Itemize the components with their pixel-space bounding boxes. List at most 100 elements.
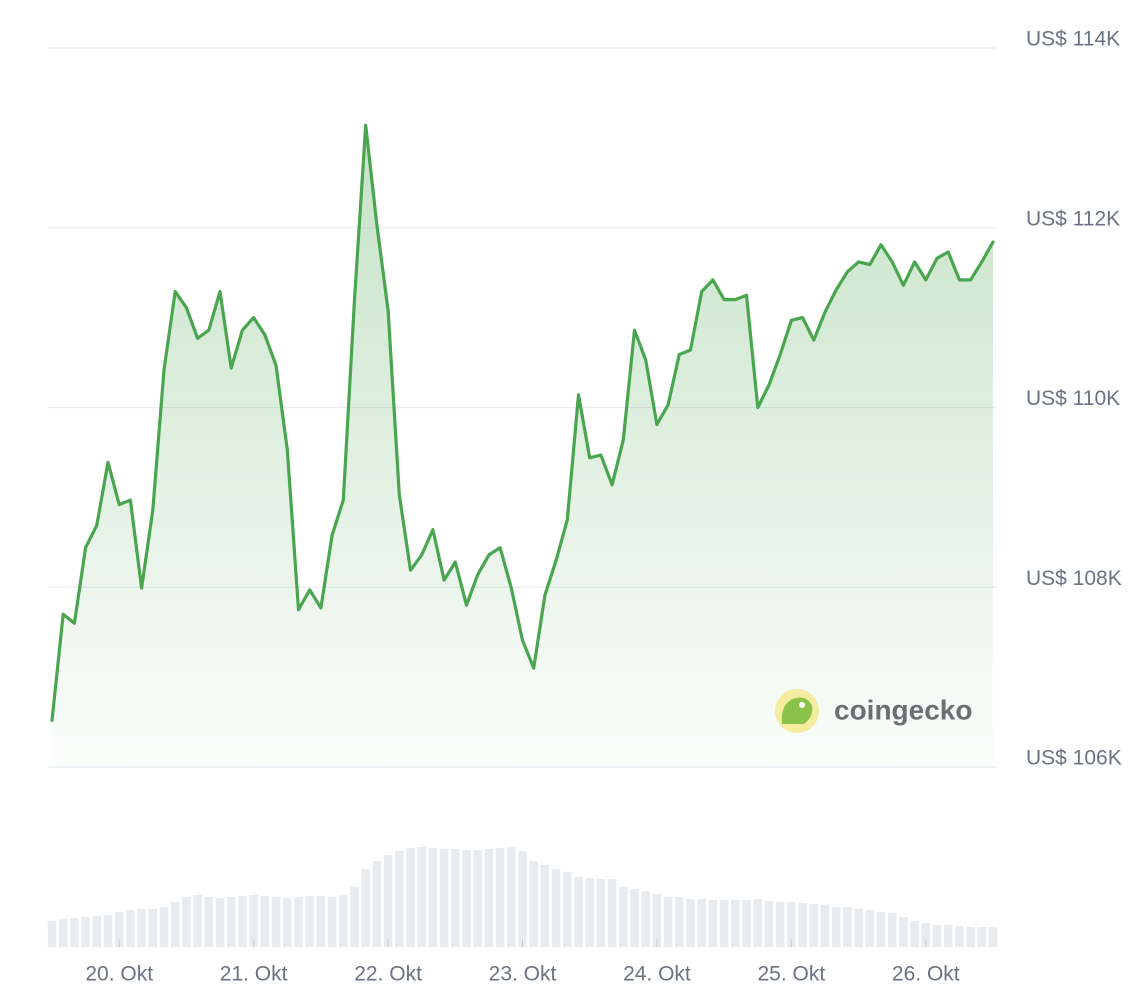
volume-bar <box>182 897 191 947</box>
volume-bar <box>619 887 628 947</box>
volume-bar <box>238 896 247 947</box>
volume-bar <box>484 849 494 947</box>
volume-bar <box>226 897 236 947</box>
volume-bar <box>58 919 68 947</box>
volume-bar <box>439 849 449 947</box>
volume-bar <box>921 923 931 947</box>
volume-bar <box>271 897 281 947</box>
volume-bar <box>630 889 639 947</box>
volume-bar <box>955 926 964 947</box>
volume-bar <box>215 898 225 947</box>
volume-bar <box>495 848 505 947</box>
x-tick-label: 23. Okt <box>489 963 557 986</box>
volume-bar <box>742 900 751 947</box>
volume-bar <box>787 902 796 947</box>
volume-bar <box>159 907 169 947</box>
volume-bar <box>607 879 617 947</box>
volume-bar <box>697 899 706 947</box>
volume-bar <box>114 912 124 947</box>
volume-bar <box>361 869 370 947</box>
volume-bar <box>843 907 852 947</box>
volume-bar <box>675 897 684 947</box>
volume-bar <box>663 897 673 947</box>
volume-bar <box>350 887 359 947</box>
y-tick-label: US$ 106K <box>1026 747 1122 770</box>
volume-bar <box>887 913 897 947</box>
volume-bar <box>406 848 415 947</box>
x-tick-label: 25. Okt <box>758 963 826 986</box>
volume-bar <box>865 910 875 947</box>
volume-bar <box>551 869 561 947</box>
volume-bar <box>372 861 382 947</box>
volume-bar <box>282 898 292 947</box>
volume-bar <box>563 872 572 947</box>
volume-bar <box>103 915 113 947</box>
x-tick-label: 26. Okt <box>892 963 960 986</box>
volume-bar <box>507 847 516 947</box>
x-tick-label: 24. Okt <box>623 963 691 986</box>
volume-bar <box>518 851 527 947</box>
volume-bar <box>652 894 662 947</box>
watermark: coingecko <box>834 694 972 725</box>
volume-bar <box>574 877 583 947</box>
y-tick-label: US$ 108K <box>1026 567 1122 590</box>
volume-bar <box>820 905 830 947</box>
logo-eye <box>799 702 805 708</box>
y-tick-label: US$ 112K <box>1026 207 1120 230</box>
volume-bar <box>943 925 953 947</box>
volume-bar <box>92 916 102 947</box>
volume-bar <box>540 865 550 947</box>
volume-bar <box>249 895 258 947</box>
x-tick-label: 22. Okt <box>354 963 422 986</box>
volume-bar <box>686 899 695 947</box>
volume-bar <box>327 897 337 947</box>
volume-bar <box>831 907 841 947</box>
x-tick-label: 20. Okt <box>85 963 153 986</box>
y-tick-label: US$ 110K <box>1026 387 1120 410</box>
volume-bar <box>977 927 987 947</box>
volume-bar <box>428 848 438 947</box>
price-area <box>52 125 993 768</box>
x-tick-label: 21. Okt <box>220 963 288 986</box>
volume-bar <box>193 895 202 947</box>
volume-bar <box>932 925 942 947</box>
volume-bar <box>339 895 348 947</box>
volume-bar <box>809 904 819 947</box>
volume-bar <box>585 878 594 947</box>
volume-bar <box>641 891 650 947</box>
volume-bar <box>719 900 729 947</box>
volume-bar <box>451 849 460 947</box>
volume-bar <box>899 917 908 947</box>
volume-bar <box>81 917 90 947</box>
volume-bar <box>204 897 214 947</box>
volume-bar <box>764 901 774 947</box>
volume-bar <box>854 909 863 947</box>
volume-bar <box>395 851 404 947</box>
volume-bar <box>260 896 270 947</box>
volume-bar <box>316 896 326 947</box>
volume-bar <box>473 850 482 947</box>
volume-bar <box>462 850 471 947</box>
volume-bar <box>966 927 975 947</box>
volume-bar <box>294 897 303 947</box>
volume-bar <box>798 903 807 947</box>
price-line <box>50 123 995 722</box>
volume-bar <box>876 912 886 947</box>
y-tick-label: US$ 114K <box>1026 28 1120 51</box>
volume-bar <box>596 879 606 947</box>
volume-bar <box>708 900 718 947</box>
volume-bar <box>417 847 426 947</box>
volume-bar <box>137 909 146 947</box>
volume-bar <box>70 918 79 947</box>
volume-bar <box>988 927 998 947</box>
volume-bar <box>148 909 158 947</box>
volume-bar <box>305 896 314 947</box>
volume-bar <box>731 900 740 947</box>
volume-bar <box>126 910 135 947</box>
volume-bar <box>47 921 57 947</box>
logo: coingecko <box>775 689 972 733</box>
volume-bar <box>529 861 538 947</box>
volume-bar <box>753 899 763 947</box>
